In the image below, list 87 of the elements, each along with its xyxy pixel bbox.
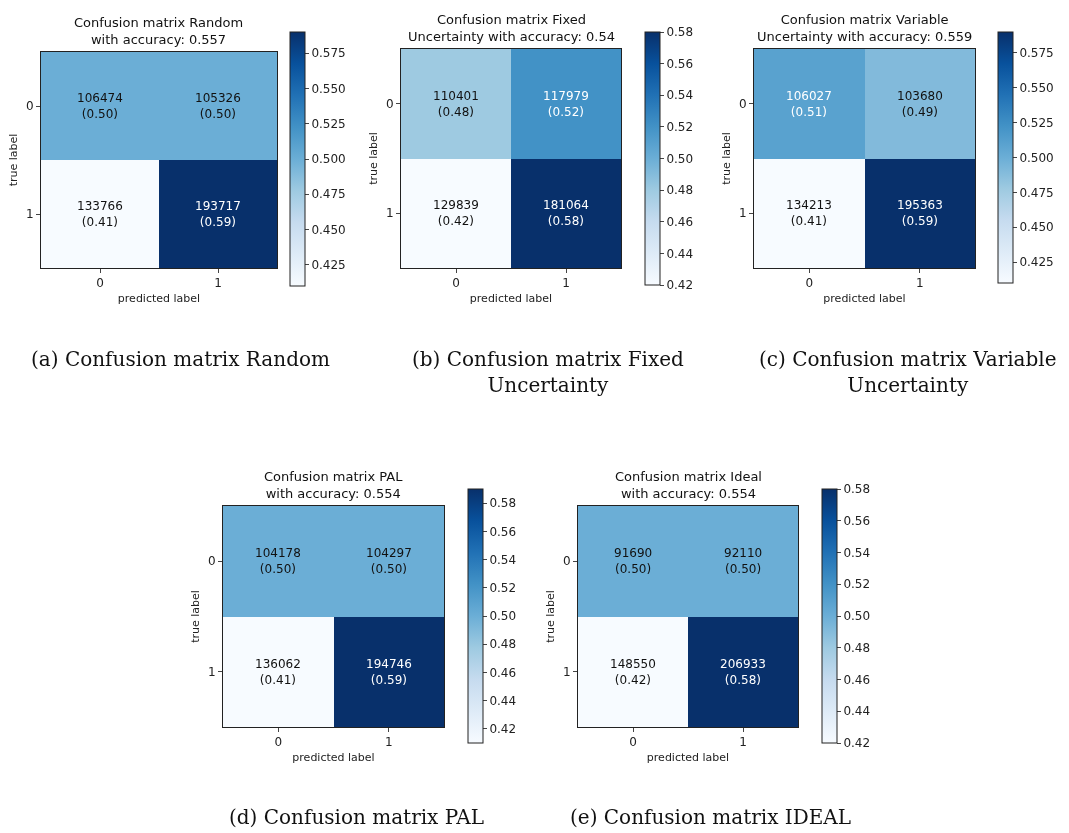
color-bar-label: 0.44 [843, 704, 871, 719]
color-bar-label: 0.58 [489, 496, 517, 511]
x-tick-label: 0 [805, 276, 814, 291]
chart-title: Confusion matrix Random with accuracy: 0.557 [74, 15, 244, 47]
color-bar-label: 0.52 [666, 120, 694, 135]
color-bar-label: 0.525 [311, 116, 346, 131]
color-bar-label: 0.575 [311, 46, 346, 61]
color-bar-label: 0.42 [843, 736, 871, 751]
color-bar-label: 0.56 [843, 513, 871, 528]
color-bar-label: 0.425 [311, 258, 346, 273]
x-tick-label: 0 [274, 735, 283, 750]
x-tick-label: 0 [629, 735, 637, 750]
color-bar-label: 0.58 [666, 25, 694, 40]
y-axis-title: true label [188, 590, 202, 643]
data-label: 148550 (0.42) [610, 657, 656, 687]
color-bar-label: 0.50 [843, 609, 871, 624]
data-label: 136062 (0.41) [255, 657, 301, 687]
color-bar-label: 0.54 [489, 552, 517, 567]
color-bar-label: 0.46 [843, 672, 871, 687]
y-axis-title: true label [6, 133, 20, 187]
data-label: 133766 (0.41) [77, 199, 123, 229]
data-label: 181064 (0.58) [543, 198, 589, 228]
chart-title: Confusion matrix PAL with accuracy: 0.554 [264, 469, 404, 501]
x-axis-title: predicted label [469, 291, 553, 305]
color-bar-label: 0.48 [843, 640, 871, 655]
x-tick-label: 0 [452, 276, 460, 291]
data-label: 117979 (0.52) [543, 89, 589, 119]
x-axis-title: predicted label [646, 750, 730, 764]
color-bar-label: 0.450 [1019, 220, 1054, 235]
y-axis-title: true label [719, 132, 733, 185]
data-label: 129839 (0.42) [433, 198, 479, 228]
data-label: 104178 (0.50) [255, 546, 301, 576]
chart-title: Confusion matrix Fixed Uncertainty with accuracy: 0.54 [408, 12, 615, 44]
color-bar-label: 0.475 [1019, 185, 1054, 200]
text: (b) Confusion matrix Fixed Uncertainty [412, 347, 685, 397]
text: (e) Confusion matrix IDEAL [570, 805, 852, 829]
color-bar-label: 0.42 [489, 722, 517, 737]
data-label: 103680 (0.49) [897, 89, 943, 119]
color-bar-label: 0.56 [489, 524, 517, 539]
color-bar-label: 0.48 [666, 183, 694, 198]
color-bar-label: 0.52 [843, 577, 871, 592]
data-label: 110401 (0.48) [433, 89, 479, 119]
color-bar-label: 0.56 [666, 56, 694, 71]
data-label: 194746 (0.59) [366, 657, 412, 687]
x-axis-title: predicted label [292, 750, 375, 764]
text: (d) Confusion matrix PAL [229, 805, 485, 829]
data-label: 134213 (0.41) [786, 198, 832, 228]
data-label: 106027 (0.51) [786, 89, 832, 119]
data-label: 193717 (0.59) [195, 199, 241, 229]
color-bar-label: 0.50 [666, 151, 694, 166]
color-bar-label: 0.50 [489, 609, 517, 624]
chart-title: Confusion matrix Ideal with accuracy: 0.554 [615, 469, 762, 501]
color-bar-label: 0.525 [1019, 115, 1054, 130]
color-bar-label: 0.54 [666, 88, 694, 103]
color-bar-label: 0.52 [489, 580, 517, 595]
data-label: 91690 (0.50) [614, 546, 653, 576]
color-bar-label: 0.46 [489, 665, 517, 680]
color-bar-label: 0.500 [1019, 150, 1054, 165]
color-bar-label: 0.48 [489, 637, 517, 652]
color-bar-label: 0.46 [666, 214, 694, 229]
x-axis-title: predicted label [823, 291, 906, 305]
color-bar-label: 0.475 [311, 187, 346, 202]
y-axis-title: true label [366, 132, 380, 185]
data-label: 106474 (0.50) [77, 91, 123, 121]
color-bar-label: 0.425 [1019, 255, 1054, 270]
text: (c) Confusion matrix Variable Uncertainty [759, 347, 1057, 397]
color-bar-label: 0.450 [311, 222, 346, 237]
color-bar-label: 0.58 [843, 482, 871, 497]
color-bar-label: 0.44 [489, 693, 517, 708]
color-bar-label: 0.575 [1019, 46, 1054, 61]
data-label: 92110 (0.50) [724, 546, 763, 576]
color-bar-label: 0.550 [1019, 80, 1054, 95]
x-tick-label: 1 [915, 276, 924, 291]
chart-title: Confusion matrix Variable Uncertainty with accuracy: 0.559 [757, 12, 973, 44]
data-label: 195363 (0.59) [897, 198, 943, 228]
data-label: 104297 (0.50) [366, 546, 412, 576]
text: (a) Confusion matrix Random [31, 347, 331, 371]
x-tick-label: 0 [96, 276, 104, 291]
x-axis-title: predicted label [117, 291, 201, 305]
color-bar-label: 0.42 [666, 278, 694, 293]
data-label: 206933 (0.58) [720, 657, 766, 687]
data-label: 105326 (0.50) [195, 91, 241, 121]
color-bar-label: 0.550 [311, 81, 346, 96]
color-bar-label: 0.54 [843, 545, 871, 560]
color-bar-label: 0.500 [311, 152, 346, 167]
y-axis-title: true label [543, 590, 557, 643]
color-bar-label: 0.44 [666, 246, 694, 261]
